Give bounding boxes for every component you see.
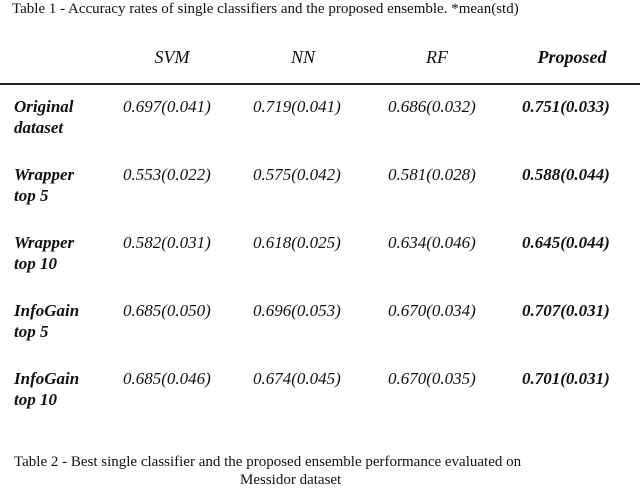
cell: 0.686(0.032): [388, 97, 476, 116]
column-header: RF: [426, 47, 448, 67]
cell: 0.701(0.031): [522, 369, 610, 388]
cell: 0.670(0.035): [388, 369, 476, 388]
cell: 0.751(0.033): [522, 97, 610, 116]
row-label: InfoGain: [14, 369, 80, 388]
cell: 0.674(0.045): [253, 369, 341, 388]
cell: 0.685(0.046): [123, 369, 211, 388]
row-label: top 5: [14, 186, 49, 205]
row-label: top 5: [14, 322, 49, 341]
cell: 0.575(0.042): [253, 165, 341, 184]
header-rule: [0, 83, 640, 85]
row-label: top 10: [14, 390, 57, 409]
row-label: Wrapper: [14, 165, 75, 184]
row-label: dataset: [14, 118, 64, 137]
row-label: Wrapper: [14, 233, 75, 252]
cell: 0.670(0.034): [388, 301, 476, 320]
cell: 0.553(0.022): [123, 165, 211, 184]
caption2: Messidor dataset: [240, 472, 342, 488]
cell: 0.581(0.028): [388, 165, 476, 184]
caption2: Table 2 - Best single classifier and the…: [14, 454, 522, 470]
row-label: top 10: [14, 254, 57, 273]
cell: 0.588(0.044): [522, 165, 610, 184]
cell: 0.685(0.050): [123, 301, 211, 320]
caption: Table 1 - Accuracy rates of single class…: [12, 1, 519, 17]
cell: 0.634(0.046): [388, 233, 476, 252]
column-header: SVM: [154, 47, 190, 67]
cell: 0.719(0.041): [253, 97, 341, 116]
column-header: Proposed: [537, 47, 607, 67]
cell: 0.618(0.025): [253, 233, 341, 252]
cell: 0.697(0.041): [123, 97, 211, 116]
cell: 0.707(0.031): [522, 301, 610, 320]
row-label: InfoGain: [14, 301, 80, 320]
cell: 0.582(0.031): [123, 233, 211, 252]
cell: 0.696(0.053): [253, 301, 341, 320]
row-label: Original: [14, 97, 74, 116]
cell: 0.645(0.044): [522, 233, 610, 252]
column-header: NN: [290, 47, 315, 67]
